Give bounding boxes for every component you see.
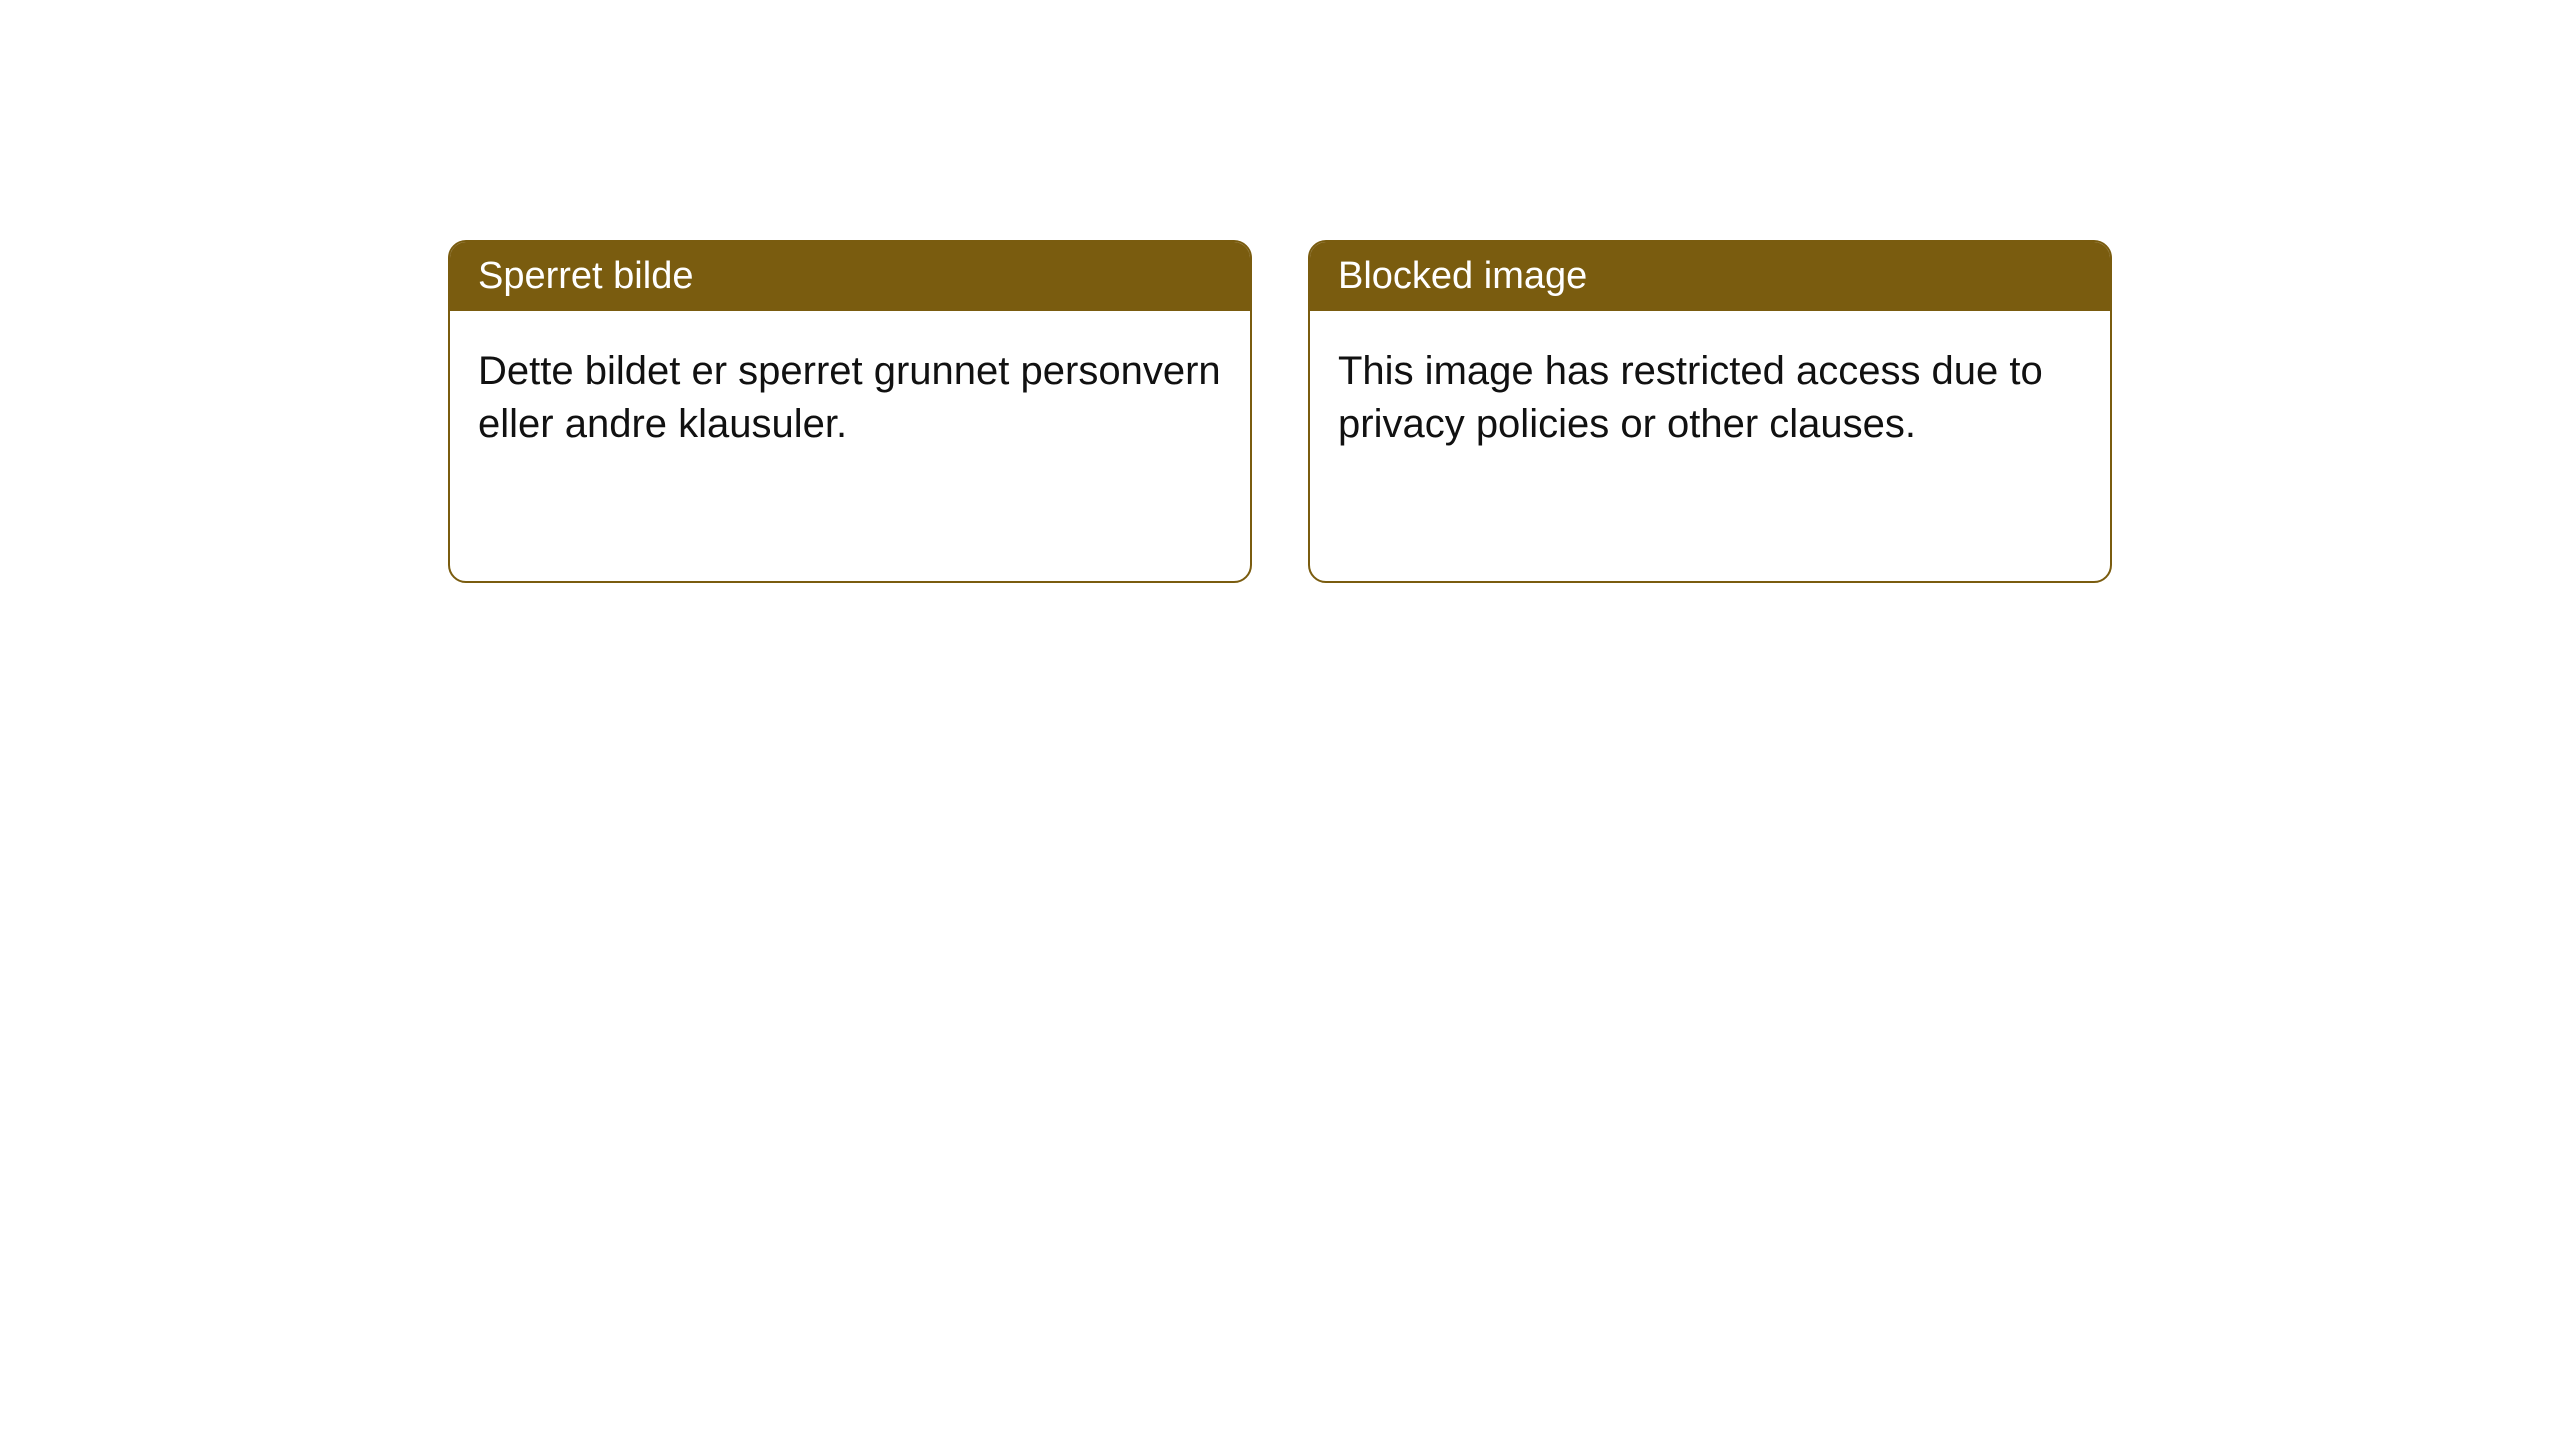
notice-container: Sperret bilde Dette bildet er sperret gr…: [0, 0, 2560, 583]
card-title: Sperret bilde: [478, 255, 693, 297]
card-title: Blocked image: [1338, 255, 1587, 297]
card-body: This image has restricted access due to …: [1310, 311, 2110, 581]
card-body-text: This image has restricted access due to …: [1338, 349, 2043, 446]
card-header: Sperret bilde: [450, 242, 1250, 311]
card-header: Blocked image: [1310, 242, 2110, 311]
notice-card-english: Blocked image This image has restricted …: [1308, 240, 2112, 583]
notice-card-norwegian: Sperret bilde Dette bildet er sperret gr…: [448, 240, 1252, 583]
card-body-text: Dette bildet er sperret grunnet personve…: [478, 349, 1221, 446]
card-body: Dette bildet er sperret grunnet personve…: [450, 311, 1250, 581]
